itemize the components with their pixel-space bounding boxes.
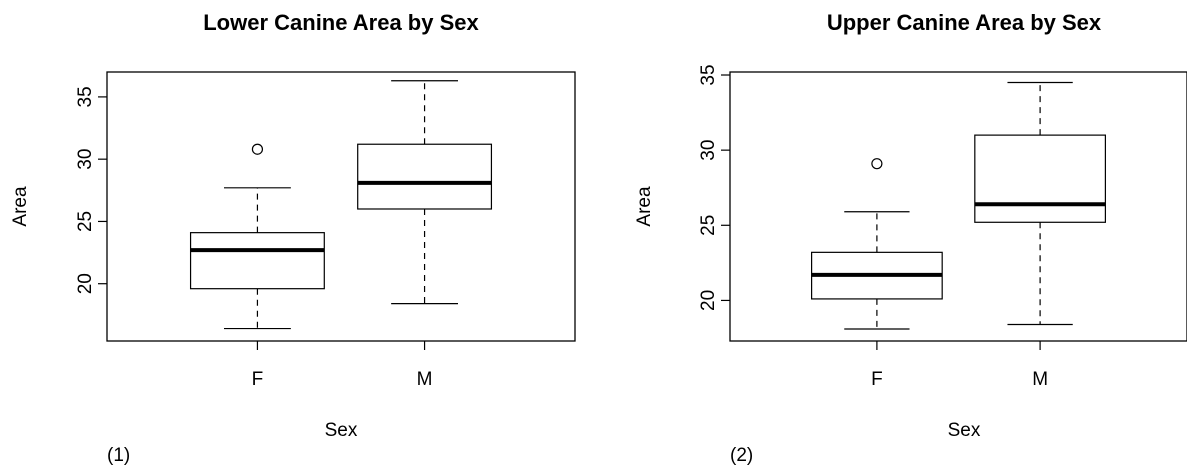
y-tick-label: 25 [75,211,96,232]
x-tick-label: F [871,369,883,390]
y-tick-label: 30 [698,140,719,161]
iqr-box [974,134,1106,223]
y-axis-label: Area [10,186,31,227]
box-F [189,143,325,330]
chart-title: Upper Canine Area by Sex [827,10,1102,35]
outlier-point [871,158,883,170]
outlier-point [251,143,264,155]
chart-panel-lower-canine: Lower Canine Area by Sex 20 25 30 35 Area F M Se… [10,10,576,465]
x-tick-label: F [252,369,264,390]
box-F [811,158,943,330]
box-M [974,81,1106,326]
y-tick-label: 20 [698,290,719,311]
plot-frame [729,71,1187,342]
y-axis-label: Area [634,186,655,227]
y-tick-label: 35 [75,86,96,107]
y-tick-label: 25 [698,215,719,236]
box-M [357,80,493,305]
x-axis-label: Sex [948,420,981,441]
chart-title: Lower Canine Area by Sex [203,10,479,35]
chart-panel-upper-canine: Upper Canine Area by Sex 20 25 30 35 Area F M Se… [634,10,1187,465]
x-tick-label: M [417,369,433,390]
plot-frame [106,71,576,342]
panel-label: (2) [730,445,753,465]
y-tick-label: 35 [698,64,719,85]
x-axis-label: Sex [325,420,358,441]
y-tick-label: 30 [75,149,96,170]
y-tick-label: 20 [75,273,96,294]
x-tick-label: M [1032,369,1048,390]
iqr-box [189,232,325,290]
iqr-box [357,143,493,210]
panel-label: (1) [107,445,130,465]
